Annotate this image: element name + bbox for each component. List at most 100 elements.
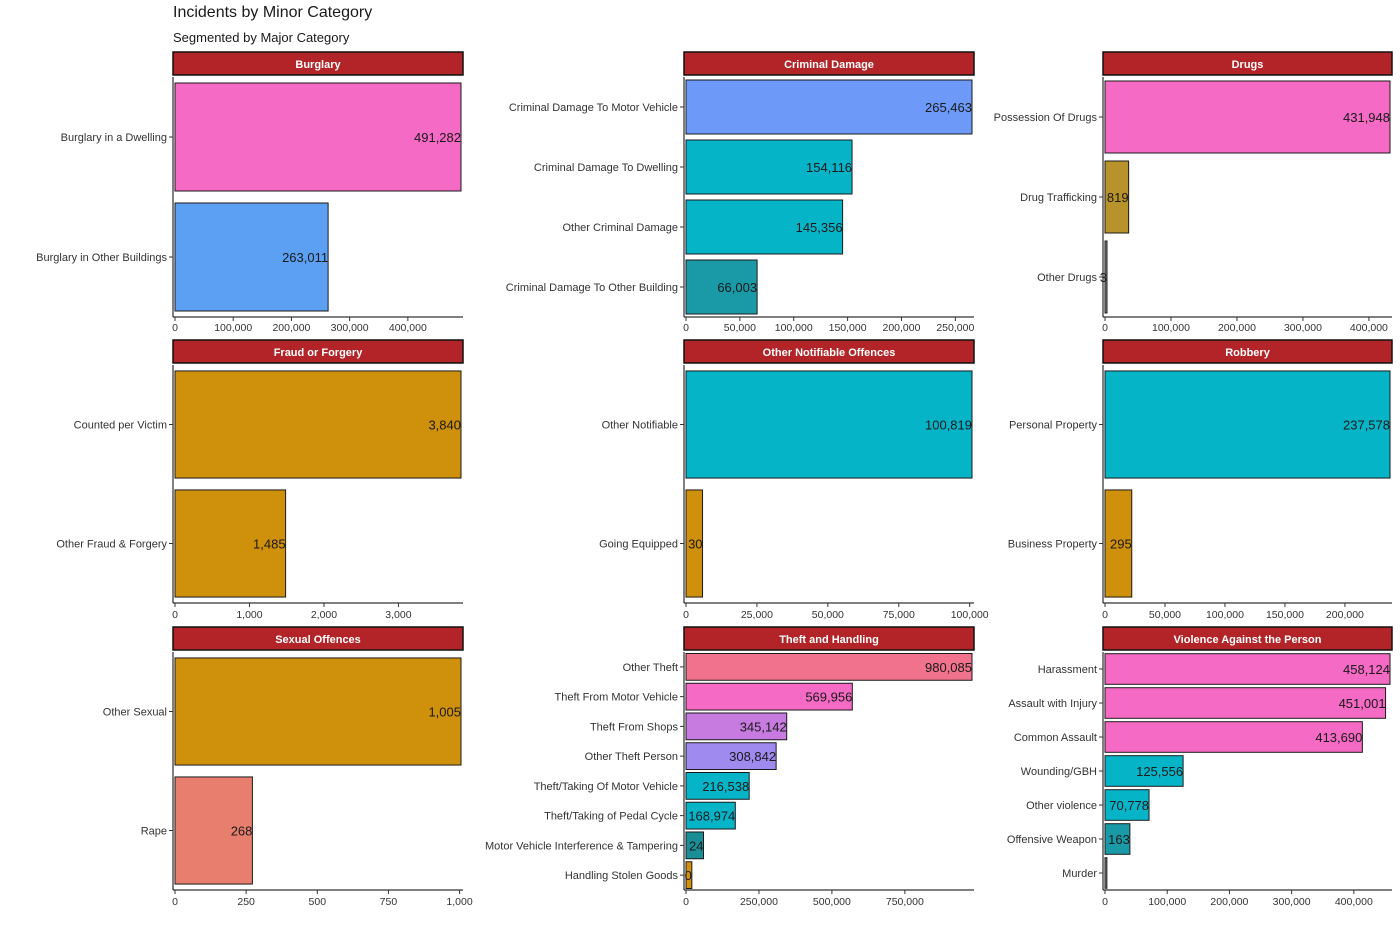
facet-strip-label: Drugs [1232,59,1264,71]
facet-strip-label: Burglary [295,59,341,71]
category-label: Criminal Damage To Dwelling [534,162,678,174]
data-label: 268 [231,824,253,839]
facet-strip [172,51,464,76]
bar [1104,755,1184,787]
category-label: Burglary in a Dwelling [61,132,167,144]
category-label: Other Fraud & Forgery [56,539,167,551]
bar [685,801,736,830]
tick-label: 100,000 [951,609,989,621]
bar [685,652,973,681]
category-label: Theft/Taking Of Motor Vehicle [534,781,678,793]
tick-label: 50,000 [1149,609,1181,621]
category-label: Theft/Taking of Pedal Cycle [544,811,678,823]
tick-label: 1,000 [446,896,472,908]
facet-strip [683,626,975,651]
bar [1104,240,1108,314]
bar [685,79,973,135]
facet-burglary: Burglary Burglary in a Dwelling 491,282 Bur… [36,51,464,334]
facet-other-notifiable-offences: Other Notifiable Offences Other Notifiabl… [599,339,989,621]
tick-label: 0 [172,322,178,334]
data-label: 491,282 [414,130,461,145]
category-label: Criminal Damage To Other Building [506,282,678,294]
bar [685,712,788,741]
data-label: 451,001 [1339,696,1386,711]
tick-label: 150,000 [829,322,867,334]
tick-label: 75,000 [883,609,915,621]
tick-label: 150,000 [1266,609,1304,621]
category-label: Handling Stolen Goods [565,870,679,882]
bar [1104,160,1130,234]
category-label: Personal Property [1009,420,1098,432]
data-label: 308,842 [729,749,776,764]
category-label: Offensive Weapon [1007,834,1097,846]
category-label: Burglary in Other Buildings [36,252,167,264]
bar [1104,80,1391,154]
facet-strip [1102,626,1393,651]
bar [685,370,973,479]
tick-label: 750 [380,896,398,908]
category-label: Wounding/GBH [1021,766,1097,778]
facet-theft-and-handling: Theft and Handling Other Theft 980,085 Thef… [485,626,975,908]
category-label: Going Equipped [599,539,678,551]
bar [685,742,777,771]
facet-strip [683,51,975,76]
bar [685,489,704,598]
category-label: Harassment [1038,664,1097,676]
tick-label: 400,000 [389,322,427,334]
facet-strip [172,626,464,651]
bar [1104,789,1150,821]
facet-drugs: Drugs Possession Of Drugs 431,948 Drug Traf… [994,51,1393,334]
tick-label: 100,000 [775,322,813,334]
data-label: 431,948 [1343,110,1390,125]
data-label: 66,003 [717,280,757,295]
data-label: 237,578 [1343,418,1390,433]
facet-sexual-offences: Sexual Offences Other Sexual 1,005 Rape 268 0… [103,626,473,908]
tick-label: 2,000 [311,609,337,621]
data-label: 819 [1107,190,1129,205]
tick-label: 50,000 [724,322,756,334]
data-label: 569,956 [805,690,852,705]
bar [685,831,705,860]
category-label: Assault with Injury [1008,698,1097,710]
facet-violence-against-the-person: Violence Against the Person Harassment 458… [1007,626,1393,908]
category-label: Possession Of Drugs [994,112,1098,124]
facet-strip-label: Robbery [1225,347,1271,359]
data-label: 1,485 [253,537,286,552]
tick-label: 300,000 [1284,322,1322,334]
category-label: Other violence [1026,800,1097,812]
tick-label: 0 [683,609,689,621]
data-label: 154,116 [806,160,852,175]
facet-strip-label: Fraud or Forgery [274,347,364,359]
tick-label: 400,000 [1350,322,1388,334]
data-label: 0 [685,868,692,883]
data-label: 163 [1108,832,1130,847]
tick-label: 300,000 [331,322,369,334]
tick-label: 0 [172,609,178,621]
bar [1104,721,1363,753]
facet-strip [1102,51,1393,76]
tick-label: 250,000 [936,322,974,334]
facet-strip [172,339,464,364]
tick-label: 100,000 [1152,322,1190,334]
data-label: 458,124 [1343,662,1390,677]
bar [174,776,253,885]
tick-label: 300,000 [1273,896,1311,908]
tick-label: 200,000 [272,322,310,334]
category-label: Common Assault [1014,732,1097,744]
bar [1104,489,1133,598]
tick-label: 200,000 [1218,322,1256,334]
bar [685,682,853,711]
tick-label: 500,000 [813,896,851,908]
tick-label: 750,000 [886,896,924,908]
bar [174,82,462,192]
bar [1104,823,1131,855]
tick-label: 200,000 [1210,896,1248,908]
category-label: Rape [141,826,167,838]
tick-label: 25,000 [741,609,773,621]
data-label: 295 [1110,537,1132,552]
bar [174,489,287,598]
tick-label: 100,000 [1206,609,1244,621]
data-label: 413,690 [1315,730,1362,745]
data-label: 265,463 [925,100,972,115]
tick-label: 0 [1102,322,1108,334]
